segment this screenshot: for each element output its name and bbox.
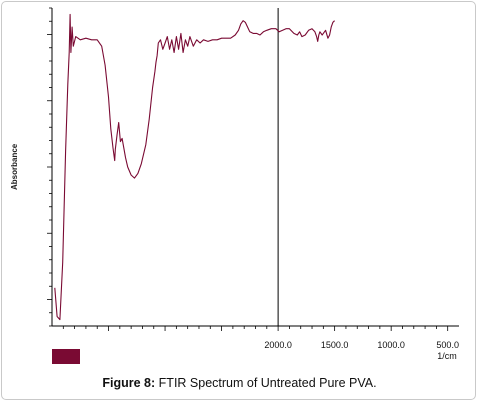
y-axis-label: Absorbance [10, 143, 19, 190]
caption-label: Figure 8: [102, 376, 156, 390]
x-tick-label: 500.0 [436, 340, 459, 350]
x-tick-label: 1000.0 [377, 340, 405, 350]
chart-axes [51, 8, 459, 327]
x-axis-ticks: 2000.0 1500.0 1000.0 500.0 [62, 326, 459, 350]
x-tick-label: 2000.0 [264, 340, 292, 350]
figure-caption: Figure 8: FTIR Spectrum of Untreated Pur… [0, 376, 479, 390]
x-unit-label: 1/cm [437, 351, 457, 361]
legend-swatch [52, 349, 80, 364]
spectrum-line [54, 13, 335, 321]
caption-text: FTIR Spectrum of Untreated Pure PVA. [158, 376, 377, 390]
y-axis-ticks [47, 7, 52, 327]
x-tick-label: 1500.0 [321, 340, 349, 350]
ftir-chart: 2000.0 1500.0 1000.0 500.0 1/cm [47, 7, 459, 364]
chart-marks [54, 8, 335, 326]
